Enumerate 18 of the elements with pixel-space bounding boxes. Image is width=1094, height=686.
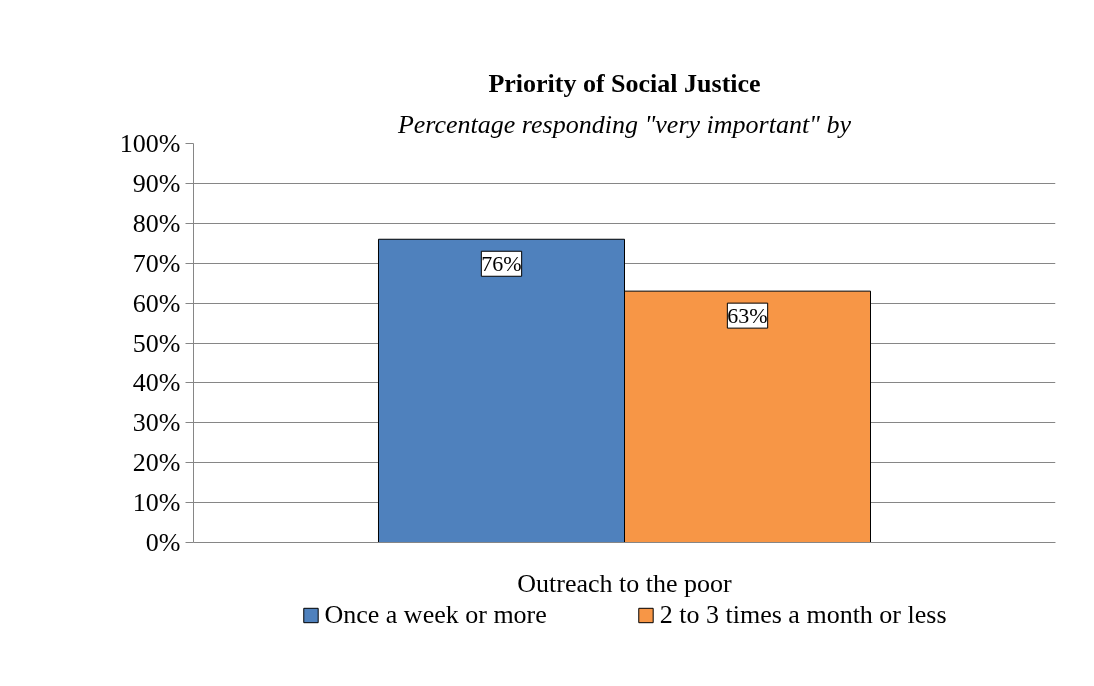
data-label: 63% xyxy=(727,303,768,329)
chart-subtitle: Percentage responding "very important" by xyxy=(396,109,852,139)
y-tick-label: 60% xyxy=(132,288,181,318)
y-tick-label: 70% xyxy=(132,248,181,278)
y-tick-label: 20% xyxy=(132,448,181,478)
y-tick-label: 30% xyxy=(132,408,181,438)
x-tick-label: Outreach to the poor xyxy=(517,568,733,598)
y-tick-label: 90% xyxy=(132,168,181,198)
data-label: 76% xyxy=(481,251,522,277)
y-tick-label: 0% xyxy=(145,528,181,557)
legend-label: 2 to 3 times a month or less xyxy=(659,600,947,630)
y-tick-label: 40% xyxy=(132,368,181,398)
chart-title: Priority of Social Justice xyxy=(488,68,761,98)
y-tick-label: 10% xyxy=(132,488,181,518)
y-tick-label: 100% xyxy=(119,129,181,158)
y-tick-label: 80% xyxy=(132,208,181,238)
legend-label: Once a week or more xyxy=(324,600,547,630)
y-tick-label: 50% xyxy=(132,328,181,358)
